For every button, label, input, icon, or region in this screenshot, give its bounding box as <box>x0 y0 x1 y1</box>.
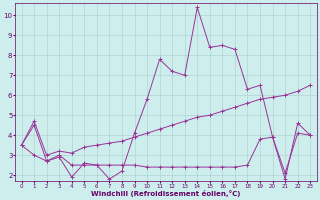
X-axis label: Windchill (Refroidissement éolien,°C): Windchill (Refroidissement éolien,°C) <box>91 190 241 197</box>
